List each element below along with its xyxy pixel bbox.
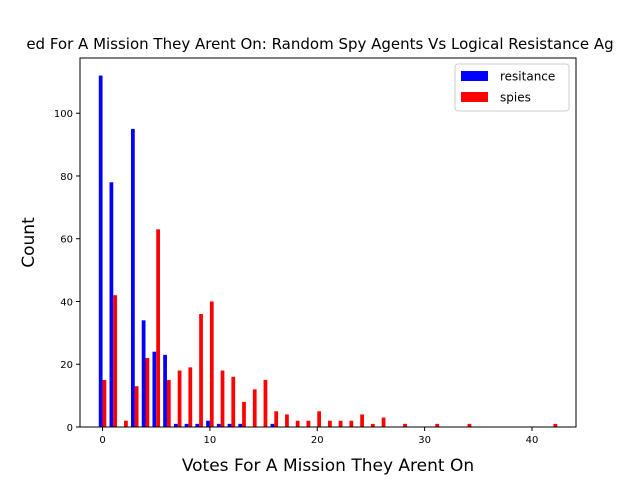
bar-resitance-11	[216, 423, 221, 427]
bar-resitance-12	[227, 423, 232, 427]
chart-title: ed For A Mission They Arent On: Random S…	[26, 35, 613, 53]
bar-spies-12	[231, 376, 236, 427]
bar-spies-20	[317, 411, 322, 427]
bars-layer	[98, 75, 558, 427]
x-tick-label-10: 10	[204, 435, 217, 446]
bar-spies-34	[467, 423, 472, 427]
bar-spies-26	[381, 417, 386, 427]
bar-spies-15	[263, 379, 268, 427]
x-tick-label-0: 0	[99, 435, 105, 446]
bar-spies-1	[113, 295, 118, 427]
x-tick-label-20: 20	[311, 435, 324, 446]
bar-resitance-13	[238, 423, 243, 427]
bar-spies-13	[242, 401, 246, 427]
y-tick-label-80: 80	[60, 172, 73, 183]
bar-resitance-8	[184, 423, 189, 427]
bar-spies-17	[285, 414, 289, 427]
x-tick-label-30: 30	[418, 435, 431, 446]
bar-spies-31	[435, 423, 440, 427]
bar-spies-11	[220, 370, 225, 427]
bar-spies-9	[199, 314, 203, 427]
legend: resitance spies	[454, 63, 570, 112]
bar-resitance-1	[109, 182, 114, 427]
bar-resitance-7	[173, 423, 178, 427]
bar-spies-7	[177, 370, 182, 427]
legend-swatch-resitance	[461, 71, 488, 81]
bar-spies-3	[134, 386, 139, 427]
x-axis-title: Votes For A Mission They Arent On	[182, 456, 474, 476]
bar-spies-2	[124, 420, 128, 427]
y-axis-title: Count	[19, 217, 39, 268]
y-tick-label-20: 20	[60, 360, 73, 371]
bar-spies-42	[553, 423, 558, 427]
x-tick-label-40: 40	[526, 435, 539, 446]
plot-frame	[79, 57, 577, 428]
bar-spies-18	[295, 420, 300, 427]
bar-resitance-5	[152, 351, 157, 427]
y-tick-label-0: 0	[67, 423, 73, 434]
bar-spies-23	[349, 420, 354, 427]
bar-resitance-3	[131, 128, 135, 427]
bar-resitance-9	[195, 423, 200, 427]
legend-label-resitance: resitance	[500, 70, 555, 84]
bar-spies-8	[188, 367, 193, 427]
bar-resitance-0	[98, 75, 103, 427]
bar-resitance-4	[141, 320, 146, 427]
bar-spies-28	[403, 423, 407, 427]
y-tick-label-40: 40	[60, 297, 73, 308]
legend-label-spies: spies	[500, 91, 531, 105]
y-tick-label-100: 100	[54, 109, 73, 120]
bar-spies-14	[252, 389, 257, 427]
bar-spies-21	[328, 420, 332, 427]
bar-spies-24	[360, 414, 364, 427]
ticks-layer: 0 10 20 30 40 0 20 40 60 80 100	[54, 109, 538, 446]
bar-resitance-6	[163, 354, 167, 427]
bar-spies-25	[370, 423, 375, 427]
bar-spies-22	[338, 420, 343, 427]
legend-swatch-spies	[461, 92, 488, 102]
bar-spies-4	[145, 357, 150, 427]
y-tick-label-60: 60	[60, 235, 73, 246]
bar-resitance-16	[270, 423, 275, 427]
bar-resitance-10	[206, 420, 210, 427]
bar-spies-19	[306, 420, 311, 427]
bar-spies-10	[209, 301, 214, 427]
bar-spies-0	[102, 379, 107, 427]
bar-spies-16	[274, 411, 279, 427]
bar-spies-5	[156, 229, 160, 427]
bar-spies-6	[166, 379, 171, 427]
